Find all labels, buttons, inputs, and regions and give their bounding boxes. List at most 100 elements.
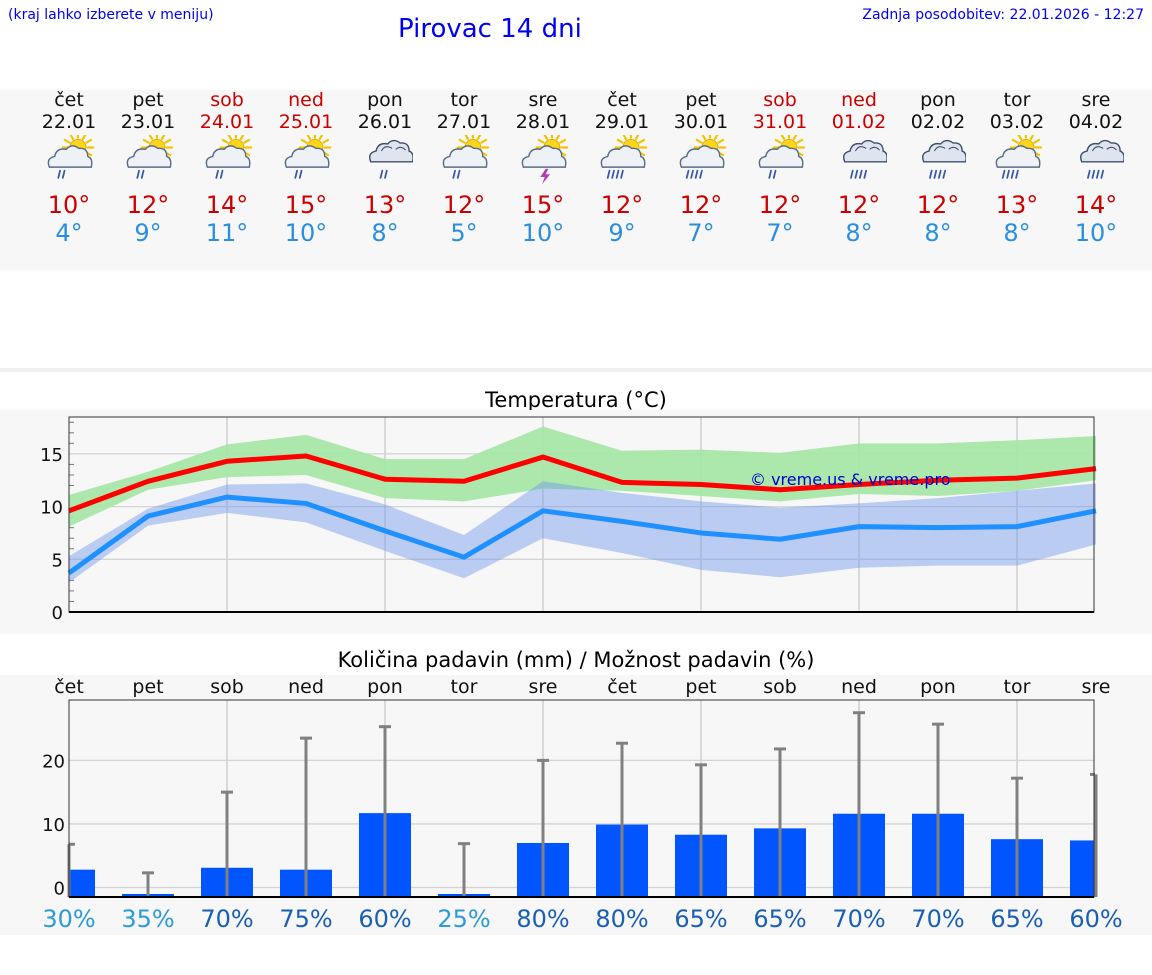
precip-probability: 60% [358, 905, 411, 933]
day-date: 25.01 [278, 111, 334, 133]
day-max-temp: 12° [600, 191, 644, 219]
rain-icon [850, 169, 868, 179]
day-column: pet 30.01 12° 7° [661, 89, 741, 247]
rain-icon [215, 169, 224, 179]
day-date: 31.01 [752, 111, 808, 133]
x-category-label: pet [132, 676, 163, 698]
day-date: 01.02 [831, 111, 887, 133]
precip-probability: 75% [279, 905, 332, 933]
day-min-temp: 10° [521, 219, 565, 247]
cloud-icon [442, 145, 488, 168]
day-date: 23.01 [120, 111, 176, 133]
location-hint[interactable]: (kraj lahko izberete v meniju) [8, 7, 214, 23]
day-min-temp: 11° [205, 219, 249, 247]
day-max-temp: 15° [284, 191, 328, 219]
sun-cloud-rain-icon [47, 135, 95, 179]
precip-probability: 25% [437, 905, 490, 933]
sun-cloud-thunder-icon [521, 135, 569, 185]
day-name: ned [841, 89, 877, 111]
precip-probability: 70% [200, 905, 253, 933]
precip-bar [69, 869, 95, 897]
day-min-temp: 8° [924, 219, 952, 247]
day-name: tor [1003, 89, 1031, 111]
cloud-icon [284, 145, 330, 168]
error-bar [774, 747, 786, 897]
rain-icon [929, 169, 947, 179]
day-column: čet 22.01 10° 4° [29, 89, 109, 247]
day-column: ned 25.01 15° 10° [266, 89, 346, 247]
day-max-temp: 14° [205, 191, 249, 219]
cloud-icon [758, 145, 804, 168]
day-date: 26.01 [357, 111, 413, 133]
error-bar [379, 725, 391, 897]
sun-cloud-light-rain-icon [442, 135, 490, 179]
day-max-temp: 12° [442, 191, 486, 219]
error-bar [1011, 776, 1023, 897]
rain-icon [136, 169, 145, 179]
cloud-icon [679, 145, 725, 168]
lightning-icon [540, 168, 551, 185]
day-max-temp: 12° [758, 191, 802, 219]
cloud-icon [126, 145, 172, 168]
day-name: sob [210, 89, 244, 111]
day-column: sob 31.01 12° 7° [740, 89, 820, 247]
cloud-icon [368, 139, 413, 163]
day-min-temp: 4° [55, 219, 83, 247]
day-date: 22.01 [41, 111, 97, 133]
forecast-band [0, 90, 1152, 270]
y-tick-label: 20 [42, 751, 65, 772]
x-category-label: pon [920, 676, 956, 698]
precip-probability: 60% [1069, 905, 1122, 933]
error-bar [932, 722, 944, 897]
day-min-temp: 8° [371, 219, 399, 247]
x-category-label: ned [288, 676, 324, 698]
day-max-temp: 12° [126, 191, 170, 219]
min-temp-range [69, 481, 1096, 583]
x-category-label: pet [685, 676, 716, 698]
page-title: Pirovac 14 dni [398, 14, 582, 44]
day-min-temp: 10° [284, 219, 328, 247]
rain-icon [1087, 169, 1105, 179]
watermark: © vreme.us & vreme.pro [750, 470, 951, 489]
cloud-icon [521, 145, 567, 168]
day-max-temp: 13° [995, 191, 1039, 219]
x-category-label: tor [1004, 676, 1031, 698]
day-date: 03.02 [989, 111, 1045, 133]
day-min-temp: 7° [687, 219, 715, 247]
cloud-icon [1079, 139, 1124, 163]
x-category-label: tor [451, 676, 478, 698]
day-date: 04.02 [1068, 111, 1124, 133]
error-bar [853, 711, 865, 897]
day-date: 27.01 [436, 111, 492, 133]
precip-probability: 35% [121, 905, 174, 933]
rain-icon [1001, 169, 1019, 179]
error-bar [616, 741, 628, 897]
day-date: 29.01 [594, 111, 650, 133]
day-max-temp: 15° [521, 191, 565, 219]
error-bar [221, 790, 233, 897]
error-bar [458, 842, 470, 897]
day-min-temp: 5° [450, 219, 478, 247]
day-max-temp: 14° [1074, 191, 1118, 219]
day-name: tor [450, 89, 478, 111]
day-min-temp: 7° [766, 219, 794, 247]
precip-probability: 65% [753, 905, 806, 933]
cloud-icon [47, 145, 93, 168]
rain-icon [379, 169, 388, 179]
precip-probability: 80% [595, 905, 648, 933]
day-column: pet 23.01 12° 9° [108, 89, 188, 247]
day-column: čet 29.01 12° 9° [582, 89, 662, 247]
last-update: Zadnja posodobitev: 22.01.2026 - 12:27 [862, 7, 1144, 23]
cloud-icon [921, 139, 966, 163]
cloud-icon [842, 139, 887, 163]
day-max-temp: 12° [916, 191, 960, 219]
min-temp-line [67, 494, 1097, 576]
day-column: ned 01.02 12° 8° [819, 89, 899, 247]
day-column: tor 03.02 13° 8° [977, 89, 1057, 247]
day-date: 28.01 [515, 111, 571, 133]
sun-cloud-heavy-rain-icon [995, 135, 1043, 179]
precip-probability: 65% [674, 905, 727, 933]
x-category-label: čet [607, 676, 637, 698]
day-column: sob 24.01 14° 11° [187, 89, 267, 247]
